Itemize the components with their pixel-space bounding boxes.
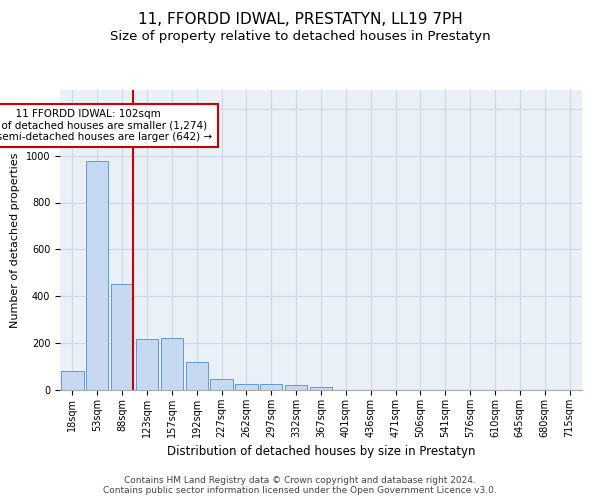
Bar — [86, 162, 109, 390]
Bar — [235, 384, 257, 390]
Bar — [260, 384, 283, 390]
Bar — [285, 386, 307, 390]
Bar — [211, 379, 233, 390]
Text: Size of property relative to detached houses in Prestatyn: Size of property relative to detached ho… — [110, 30, 490, 43]
Bar — [161, 338, 183, 390]
Text: Contains HM Land Registry data © Crown copyright and database right 2024.
Contai: Contains HM Land Registry data © Crown c… — [103, 476, 497, 495]
Bar — [61, 371, 83, 390]
Text: 11 FFORDD IDWAL: 102sqm
← 66% of detached houses are smaller (1,274)
33% of semi: 11 FFORDD IDWAL: 102sqm ← 66% of detache… — [0, 109, 212, 142]
Bar — [185, 362, 208, 390]
Bar — [111, 284, 133, 390]
Bar — [310, 387, 332, 390]
Y-axis label: Number of detached properties: Number of detached properties — [10, 152, 20, 328]
Bar — [136, 339, 158, 390]
X-axis label: Distribution of detached houses by size in Prestatyn: Distribution of detached houses by size … — [167, 446, 475, 458]
Text: 11, FFORDD IDWAL, PRESTATYN, LL19 7PH: 11, FFORDD IDWAL, PRESTATYN, LL19 7PH — [137, 12, 463, 28]
